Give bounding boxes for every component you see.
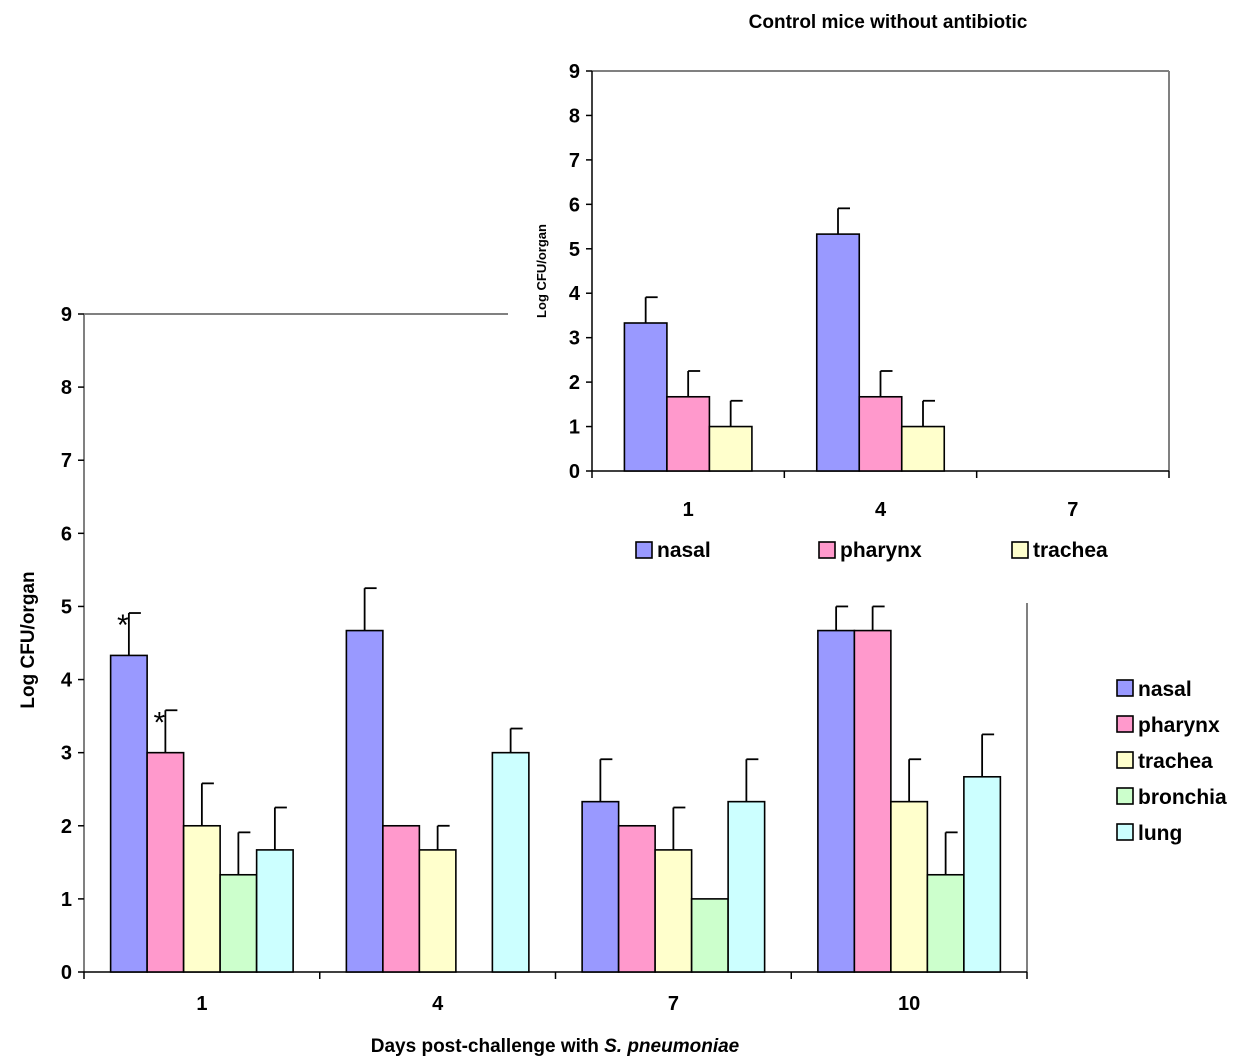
main-y-tick-label: 1 [61, 889, 72, 911]
legend-swatch-pharynx [1116, 715, 1134, 733]
legend-swatch-trachea [1116, 751, 1134, 769]
main-bar-nasal-day-10 [817, 629, 856, 973]
main-y-tick-label: 4 [61, 670, 73, 692]
legend-swatch-lung [1116, 823, 1134, 841]
main-y-tick-label: 7 [61, 450, 72, 472]
main-x-axis-label-text: Days post-challenge with [371, 1036, 604, 1057]
main-bar-nasal-day-4 [345, 629, 384, 973]
main-x-axis-label-italic: S. pneumoniae [604, 1036, 740, 1057]
inset-y-tick-label: 6 [569, 194, 580, 216]
main-bar-trachea-day-4 [418, 849, 457, 973]
inset-bar-trachea-day-1 [708, 425, 753, 472]
main-bar-trachea-day-7 [654, 849, 693, 973]
significance-asterisk: * [154, 706, 166, 739]
inset-x-tick-label: 4 [875, 499, 887, 521]
main-bar-pharynx-day-1 [146, 751, 185, 973]
inset-bar-nasal-day-1 [623, 322, 668, 472]
inset-y-axis-label: Log CFU/organ [534, 224, 549, 318]
inset-bar-nasal-day-4 [815, 233, 861, 472]
main-y-tick-label: 9 [61, 304, 72, 326]
inset-y-tick-label: 0 [569, 461, 580, 483]
main-bar-nasal-day-7 [581, 800, 620, 973]
inset-y-tick-label: 9 [569, 61, 580, 83]
inset-y-tick-label: 4 [569, 283, 581, 305]
legend-swatch-nasal [1116, 679, 1134, 697]
inset-x-tick-label: 7 [1067, 499, 1078, 521]
main-bar-lung-day-7 [727, 800, 766, 973]
legend-label-bronchia: bronchia [1138, 786, 1227, 809]
legend-label-pharynx: pharynx [1138, 714, 1220, 737]
main-bar-lung-day-4 [491, 751, 530, 973]
inset-legend-swatch-pharynx [818, 541, 836, 559]
inset-bar-pharynx-day-1 [666, 395, 711, 472]
inset-legend-label-pharynx: pharynx [840, 539, 922, 562]
main-x-tick-label: 1 [196, 993, 207, 1015]
main-bar-bronchia-day-7 [690, 898, 729, 973]
main-bar-trachea-day-10 [890, 800, 929, 973]
inset-bar-pharynx-day-4 [858, 395, 903, 472]
main-y-tick-label: 6 [61, 523, 72, 545]
main-bar-bronchia-day-10 [926, 873, 965, 973]
main-x-tick-label: 4 [432, 993, 444, 1015]
significance-asterisk: * [117, 609, 129, 642]
inset-y-tick-label: 2 [569, 372, 580, 394]
inset-y-tick-label: 8 [569, 105, 580, 127]
main-y-tick-label: 3 [61, 743, 72, 765]
inset-title: Control mice without antibiotic [749, 12, 1028, 33]
main-bar-pharynx-day-10 [853, 629, 892, 973]
main-x-tick-label: 7 [668, 993, 679, 1015]
inset-y-tick-label: 5 [569, 239, 580, 261]
inset-bar-trachea-day-4 [900, 425, 946, 472]
inset-y-tick-label: 3 [569, 328, 580, 350]
main-y-tick-label: 0 [61, 962, 72, 984]
main-bar-pharynx-day-7 [617, 824, 656, 973]
inset-legend-swatch-nasal [635, 541, 653, 559]
main-bar-pharynx-day-4 [382, 824, 421, 973]
inset-chart: Control mice without antibiotic Log CFU/… [534, 12, 1170, 562]
legend-label-nasal: nasal [1138, 678, 1192, 701]
inset-x-tick-label: 1 [683, 499, 694, 521]
main-bar-nasal-day-1 [109, 654, 148, 973]
legend-swatch-bronchia [1116, 787, 1134, 805]
main-bar-bronchia-day-1 [219, 873, 258, 973]
inset-y-tick-label: 1 [569, 417, 580, 439]
inset-y-tick-label: 7 [569, 150, 580, 172]
legend-label-trachea: trachea [1138, 750, 1213, 773]
inset-legend-label-trachea: trachea [1033, 539, 1108, 562]
main-y-tick-label: 5 [61, 596, 72, 618]
main-bar-trachea-day-1 [182, 824, 221, 973]
main-bar-lung-day-1 [255, 849, 294, 973]
main-y-tick-label: 8 [61, 377, 72, 399]
inset-legend-label-nasal: nasal [657, 539, 711, 562]
main-y-tick-label: 2 [61, 816, 72, 838]
main-bar-lung-day-10 [963, 775, 1002, 973]
main-x-axis-label: Days post-challenge with S. pneumoniae [371, 1036, 740, 1057]
main-y-axis-label: Log CFU/organ [18, 571, 39, 708]
legend-label-lung: lung [1138, 822, 1182, 845]
main-x-tick-label: 10 [898, 993, 920, 1015]
inset-legend-swatch-trachea [1011, 541, 1029, 559]
